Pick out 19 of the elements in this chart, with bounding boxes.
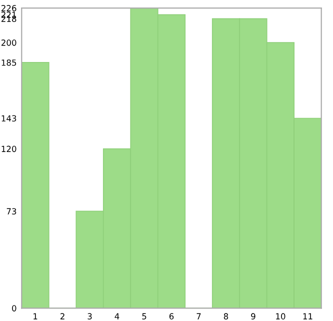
y-tick-label: 0: [12, 305, 16, 312]
x-tick-label: 4: [114, 313, 120, 320]
y-tick-label: 200: [1, 40, 16, 46]
y-tick-label: 226: [1, 5, 16, 12]
x-tick-label: 1: [34, 313, 38, 320]
x-tick-label: 11: [303, 313, 312, 320]
x-tick-label: 9: [251, 313, 256, 320]
y-tick-label: 185: [2, 59, 16, 66]
y-tick-label: 143: [2, 115, 16, 122]
x-tick-label: 8: [224, 313, 228, 320]
x-tick-label: 7: [196, 313, 201, 320]
y-tick-label: 73: [6, 208, 16, 214]
x-tick-label: 6: [169, 313, 174, 320]
x-tick-label: 10: [276, 313, 286, 320]
x-tick-label: 2: [60, 313, 64, 320]
x-tick-label: 5: [142, 313, 146, 320]
y-tick-label: 120: [2, 146, 16, 152]
y-tick-label: 218: [1, 16, 16, 22]
x-tick-label: 3: [88, 313, 92, 320]
